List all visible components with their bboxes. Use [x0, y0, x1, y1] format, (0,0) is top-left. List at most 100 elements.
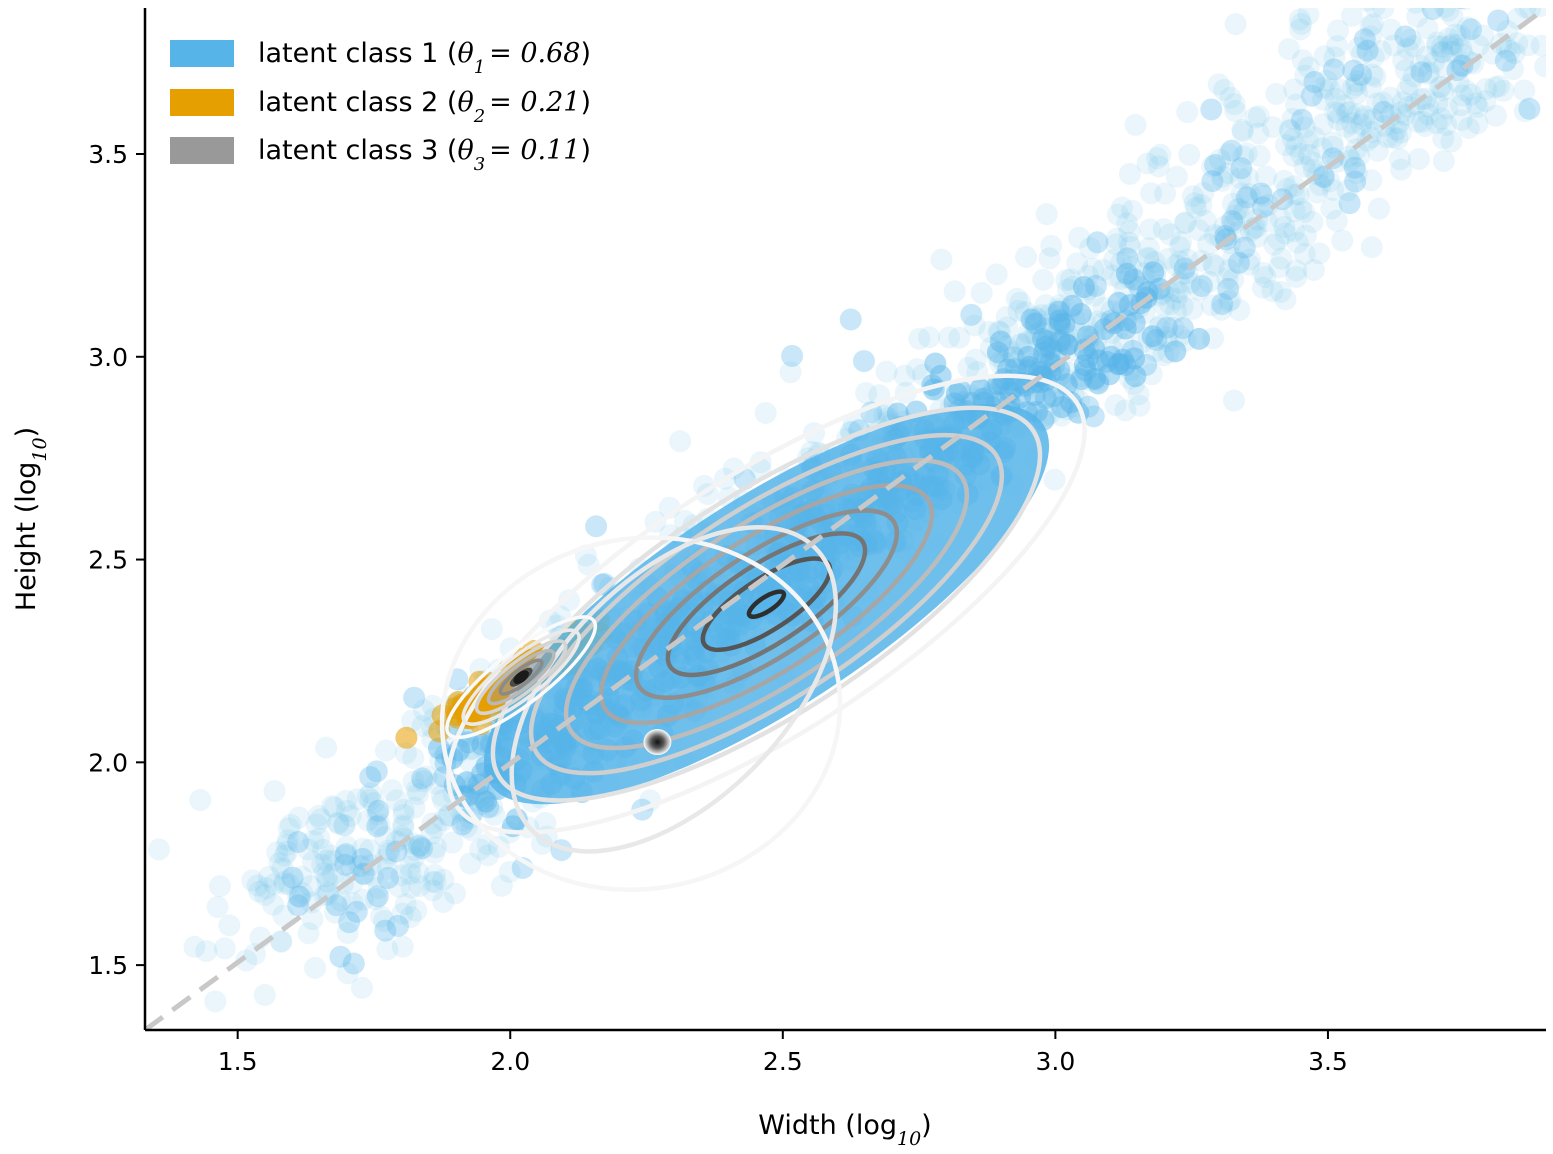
class-1-point [1128, 394, 1151, 417]
class-1-point [1123, 268, 1146, 291]
class-1-point [1251, 196, 1274, 219]
class-1-point [1176, 101, 1199, 124]
class-1-point [1124, 113, 1147, 136]
class-1-point [1498, 39, 1521, 62]
class-1-point [359, 788, 382, 811]
class-1-point [1188, 327, 1211, 350]
class-1-point [1302, 258, 1325, 281]
class-1-point [1145, 258, 1168, 281]
class-1-point [275, 833, 298, 856]
class-1-point [1290, 12, 1313, 35]
class-1-point [1283, 200, 1306, 223]
class-1-point [459, 751, 482, 774]
class-1-point [959, 384, 982, 407]
class-1-point [1039, 303, 1062, 326]
class-1-point [1154, 182, 1177, 205]
class-1-point [1074, 283, 1097, 306]
class-1-point [1221, 192, 1244, 215]
class-1-point [1108, 352, 1131, 375]
class-1-point [409, 834, 432, 857]
class-1-point [1024, 306, 1047, 329]
class-1-point [1426, 91, 1449, 114]
class-1-point [1085, 348, 1108, 371]
y-tick-label: 2.0 [88, 748, 128, 777]
class-1-point [1165, 165, 1188, 188]
class-1-point [1040, 316, 1063, 339]
class-1-point [1545, 123, 1546, 128]
class-3-contour [439, 535, 843, 893]
class-1-point [781, 344, 804, 367]
class-1-point [1155, 316, 1178, 339]
class-1-point [373, 826, 396, 849]
class-1-point [1044, 304, 1067, 327]
legend: latent class 1 (θ1 = 0.68) latent class 2… [170, 38, 591, 175]
class-1-point [336, 922, 359, 945]
class-1-point [1389, 121, 1412, 144]
class-1-point [1356, 39, 1379, 62]
class-1-point [475, 790, 498, 813]
class-1-point [377, 839, 400, 862]
class-1-point [1087, 349, 1110, 372]
class-1-point [1221, 209, 1244, 232]
class-1-point [1058, 362, 1081, 385]
class-1-point [213, 937, 236, 960]
class-1-point [374, 739, 397, 762]
class-1-point [1038, 344, 1061, 367]
class-1-point [1056, 334, 1079, 357]
class-1-point [1432, 127, 1455, 150]
y-tick-label: 3.0 [88, 343, 128, 372]
class-1-point [976, 386, 999, 409]
class-1-point [1069, 303, 1092, 326]
class-1-point [1168, 236, 1191, 259]
class-1-point [986, 341, 1009, 364]
class-1-point [1244, 106, 1267, 129]
class-1-contour [598, 483, 935, 726]
class-1-point [979, 336, 1002, 359]
class-1-point [1061, 275, 1084, 298]
class-1-point [1410, 61, 1433, 84]
class-1-point [1110, 251, 1133, 274]
class-1-point [1099, 309, 1122, 332]
class-1-point [1211, 165, 1234, 188]
class-1-point [1188, 278, 1211, 301]
class-1-point [346, 788, 369, 811]
class-1-point [1311, 76, 1334, 99]
class-1-point [1450, 37, 1473, 60]
class-1-point [1251, 184, 1274, 207]
class-1-point [1449, 24, 1472, 47]
class-1-point [408, 875, 431, 898]
class-1-point [480, 618, 503, 641]
class-1-point [329, 945, 352, 968]
class-1-point [1298, 143, 1321, 166]
class-1-point [1008, 333, 1031, 356]
class-1-point [461, 737, 484, 760]
class-1-point [1034, 387, 1057, 410]
class-1-point [1201, 170, 1224, 193]
class-1-point [1394, 59, 1417, 82]
class-1-point [1063, 309, 1086, 332]
class-1-density-fill [483, 404, 1050, 805]
class-1-point [385, 789, 408, 812]
class-1-point [1287, 183, 1310, 206]
class-1-point [1165, 254, 1188, 277]
class-1-point [1183, 192, 1206, 215]
class-1-point [1020, 308, 1043, 331]
class-1-point [1066, 252, 1089, 275]
class-1-point [1218, 259, 1241, 282]
class-1-point [279, 813, 302, 836]
class-1-point [1336, 101, 1359, 124]
class-1-point [1053, 312, 1076, 335]
class-1-point [1023, 384, 1046, 407]
class-1-point [376, 938, 399, 961]
class-1-point [1053, 315, 1076, 338]
class-1-point [1061, 294, 1084, 317]
class-1-point [1379, 104, 1402, 127]
class-1-point [1297, 56, 1320, 79]
class-1-point [286, 885, 309, 908]
class-1-point [1322, 178, 1345, 201]
class-1-point [1149, 143, 1172, 166]
class-1-point [1281, 107, 1304, 130]
class-1-point [1096, 350, 1119, 373]
class-1-point [481, 795, 504, 818]
class-1-point [460, 776, 483, 799]
